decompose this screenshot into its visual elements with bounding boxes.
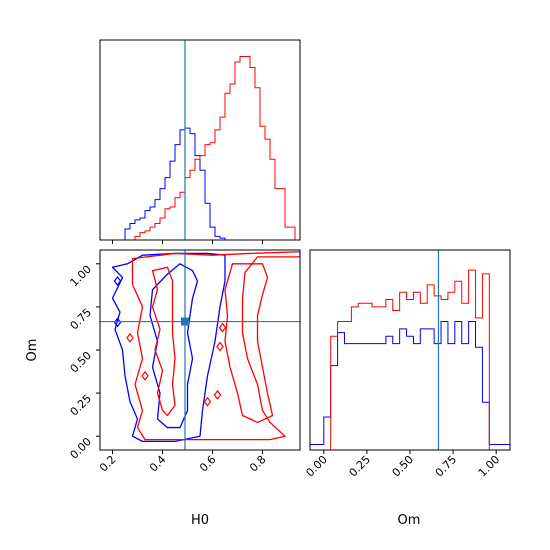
series_b-contour-inner	[151, 266, 176, 417]
y-tick-label: 0.50	[68, 349, 95, 376]
series_b-contour-inner	[224, 263, 274, 424]
x-tick-label: 1.00	[476, 453, 503, 480]
series_b-contour-marker	[203, 396, 212, 407]
x-tick-label: 0.25	[347, 453, 374, 480]
truth-point	[181, 317, 189, 326]
h0-histogram-frame	[99, 39, 301, 241]
series_b-histogram-line	[310, 269, 510, 450]
series_b-contour-marker	[213, 389, 222, 400]
x-tick-label: 0.75	[433, 453, 460, 480]
x-tick-label: 0.4	[147, 453, 169, 475]
om-histogram-frame	[309, 249, 511, 451]
series_b-contour-marker	[126, 332, 134, 343]
contour-plot-area	[100, 250, 300, 450]
x-tick-label: 0.2	[97, 453, 119, 475]
h0-histogram-panel	[99, 39, 301, 244]
series_b-histogram-line	[100, 56, 300, 240]
series_a-histogram-line	[310, 321, 510, 445]
series_b-contour-marker	[141, 370, 149, 381]
x-tick-label: 0.6	[197, 453, 219, 475]
y-tick-label: 1.00	[68, 263, 95, 290]
series_b-contour-outer	[131, 251, 300, 441]
h0-histogram-plot-area	[100, 40, 300, 240]
contour-frame	[99, 249, 301, 451]
y-tick-label: 0.00	[68, 435, 95, 462]
x-tick-label: 0.00	[303, 453, 330, 480]
h0-om-contour-panel: 0.2 0.4 0.6 0.8 0.00 0.25 0.50 0.75 1.00	[68, 249, 301, 475]
series_a-histogram-line	[100, 127, 300, 240]
y-tick-label: 0.75	[68, 306, 95, 333]
series_a-contour-inner	[149, 263, 199, 429]
y-tick-label: 0.25	[68, 392, 95, 419]
series_a-contour-marker	[113, 276, 122, 287]
x-axis-title-om: Om	[398, 513, 421, 528]
series_b-contour-marker	[216, 341, 224, 352]
x-axis-title-h0: H0	[191, 513, 209, 528]
x-tick-label: 0.8	[247, 453, 269, 475]
om-histogram-panel: 0.00 0.25 0.50 0.75 1.00	[303, 249, 511, 480]
om-histogram-plot-area	[310, 250, 510, 450]
y-axis-title-om: Om	[25, 339, 40, 362]
x-tick-label: 0.50	[390, 453, 417, 480]
series_b-contour-marker	[218, 322, 227, 333]
